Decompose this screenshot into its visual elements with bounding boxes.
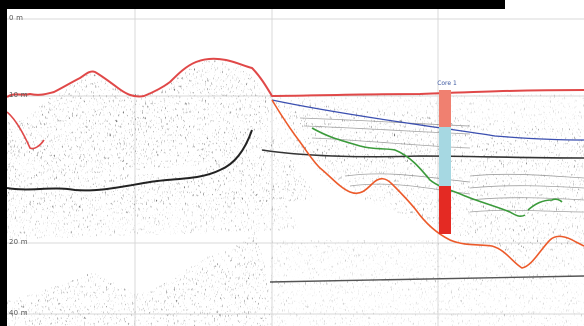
core-segment-upper <box>439 90 451 127</box>
depth-label-10m: 10 m <box>9 91 28 99</box>
seafloor-left-edge <box>7 111 45 150</box>
core-segment-middle <box>439 127 451 186</box>
deep-reflector-line <box>7 129 253 192</box>
seismic-texture <box>7 60 584 326</box>
lower-reflector-line <box>269 275 584 283</box>
core-column <box>439 90 451 234</box>
depth-label-40m: 40 m <box>9 309 28 317</box>
core-label: Core 1 <box>437 80 457 87</box>
green-horizon <box>311 127 563 218</box>
seafloor-horizon <box>7 57 584 98</box>
core-segment-lower <box>439 186 451 234</box>
depth-label-20m: 20 m <box>9 238 28 246</box>
sediment-reflectors <box>299 117 584 213</box>
depth-label-0m: 0 m <box>9 14 24 22</box>
mid-reflector-line <box>261 149 584 159</box>
top-frame-bar <box>0 0 505 9</box>
orange-horizon <box>271 99 584 269</box>
left-frame-bar <box>0 0 7 326</box>
